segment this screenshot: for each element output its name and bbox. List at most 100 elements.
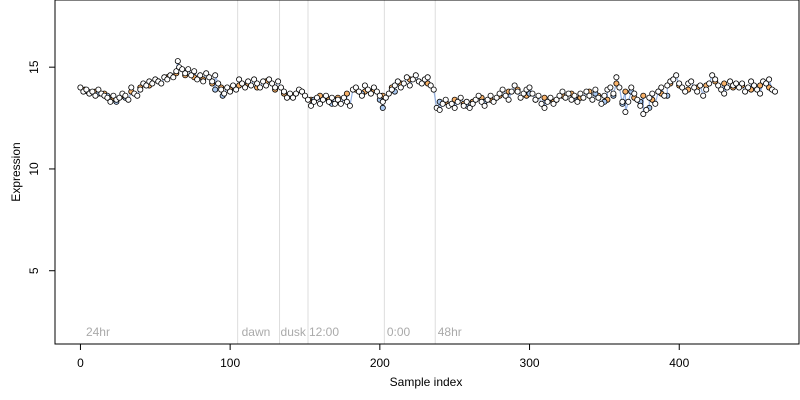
data-point xyxy=(622,88,629,95)
data-point xyxy=(643,106,650,113)
data-point xyxy=(517,94,524,101)
data-point xyxy=(328,94,335,101)
data-point xyxy=(499,86,506,93)
data-point xyxy=(751,82,758,89)
data-point xyxy=(89,88,96,95)
data-point xyxy=(496,90,503,97)
data-point xyxy=(505,96,512,103)
data-point xyxy=(92,92,99,99)
data-point xyxy=(313,94,320,101)
data-point xyxy=(289,94,296,101)
data-point xyxy=(373,88,380,95)
data-point xyxy=(283,94,290,101)
data-point xyxy=(622,109,629,116)
data-point xyxy=(263,82,270,89)
data-point xyxy=(544,98,551,105)
data-point xyxy=(562,94,569,101)
data-point xyxy=(280,88,287,95)
y-axis-label: Expression xyxy=(9,142,23,201)
data-point xyxy=(592,86,599,93)
data-point xyxy=(457,94,464,101)
data-point xyxy=(209,78,216,85)
data-point xyxy=(703,86,710,93)
data-point xyxy=(275,78,282,85)
data-point xyxy=(664,82,671,89)
vertical-line-annotations: 24hr dawn dusk 12:00 0:00 48hr xyxy=(86,325,462,339)
y-tick-label: 10 xyxy=(27,162,41,176)
data-point xyxy=(469,100,476,107)
data-point xyxy=(158,80,165,87)
data-point xyxy=(772,88,779,95)
data-point xyxy=(508,88,515,95)
data-point xyxy=(397,84,404,91)
data-point xyxy=(430,86,437,93)
data-point xyxy=(346,102,353,109)
data-point xyxy=(640,111,647,118)
x-tick-label: 300 xyxy=(520,356,540,370)
x-tick-label: 400 xyxy=(669,356,689,370)
data-point xyxy=(442,96,449,103)
data-point xyxy=(322,92,329,99)
data-point xyxy=(661,92,668,99)
data-point xyxy=(385,90,392,97)
data-point xyxy=(514,88,521,95)
data-point xyxy=(736,84,743,91)
data-point xyxy=(472,96,479,103)
annotation-label: 48hr xyxy=(438,325,462,339)
data-point xyxy=(286,90,293,97)
data-point xyxy=(125,96,132,103)
data-point xyxy=(712,76,719,83)
data-points xyxy=(77,58,779,118)
data-point xyxy=(185,66,192,73)
data-point xyxy=(367,90,374,97)
data-point xyxy=(640,92,647,99)
data-point xyxy=(233,86,240,93)
data-point xyxy=(191,68,198,75)
annotation-label: dawn xyxy=(242,325,271,339)
data-point xyxy=(173,68,180,75)
data-point xyxy=(212,72,219,79)
data-point xyxy=(481,102,488,109)
data-point xyxy=(586,92,593,99)
data-point xyxy=(215,80,222,87)
data-point xyxy=(260,78,267,85)
data-point xyxy=(370,84,377,91)
data-point xyxy=(388,86,395,93)
data-point xyxy=(310,98,317,105)
data-point xyxy=(358,92,365,99)
data-point xyxy=(104,94,111,101)
data-point xyxy=(179,66,186,73)
data-point xyxy=(221,90,228,97)
data-point xyxy=(406,82,413,89)
data-point xyxy=(766,76,773,83)
data-point xyxy=(754,86,761,93)
data-point xyxy=(679,84,686,91)
data-point xyxy=(307,102,314,109)
data-point xyxy=(490,98,497,105)
data-point xyxy=(535,92,542,99)
data-point xyxy=(242,84,249,91)
data-point xyxy=(439,100,446,107)
data-point xyxy=(520,90,527,97)
data-point xyxy=(298,88,305,95)
data-point xyxy=(682,88,689,95)
data-point xyxy=(556,92,563,99)
data-point xyxy=(203,70,210,77)
data-point xyxy=(595,94,602,101)
data-point xyxy=(304,96,311,103)
data-point xyxy=(550,100,557,107)
data-point xyxy=(83,86,90,93)
data-point xyxy=(251,76,258,83)
annotation-label: 24hr xyxy=(86,325,110,339)
data-point xyxy=(574,98,581,105)
x-axis: 0 100 200 300 400 xyxy=(77,344,690,370)
data-point xyxy=(427,82,434,89)
data-point xyxy=(763,80,770,87)
data-point xyxy=(197,72,204,79)
data-point xyxy=(571,92,578,99)
data-point xyxy=(475,92,482,99)
data-point xyxy=(331,100,338,107)
data-point xyxy=(448,100,455,107)
data-point xyxy=(340,94,347,101)
